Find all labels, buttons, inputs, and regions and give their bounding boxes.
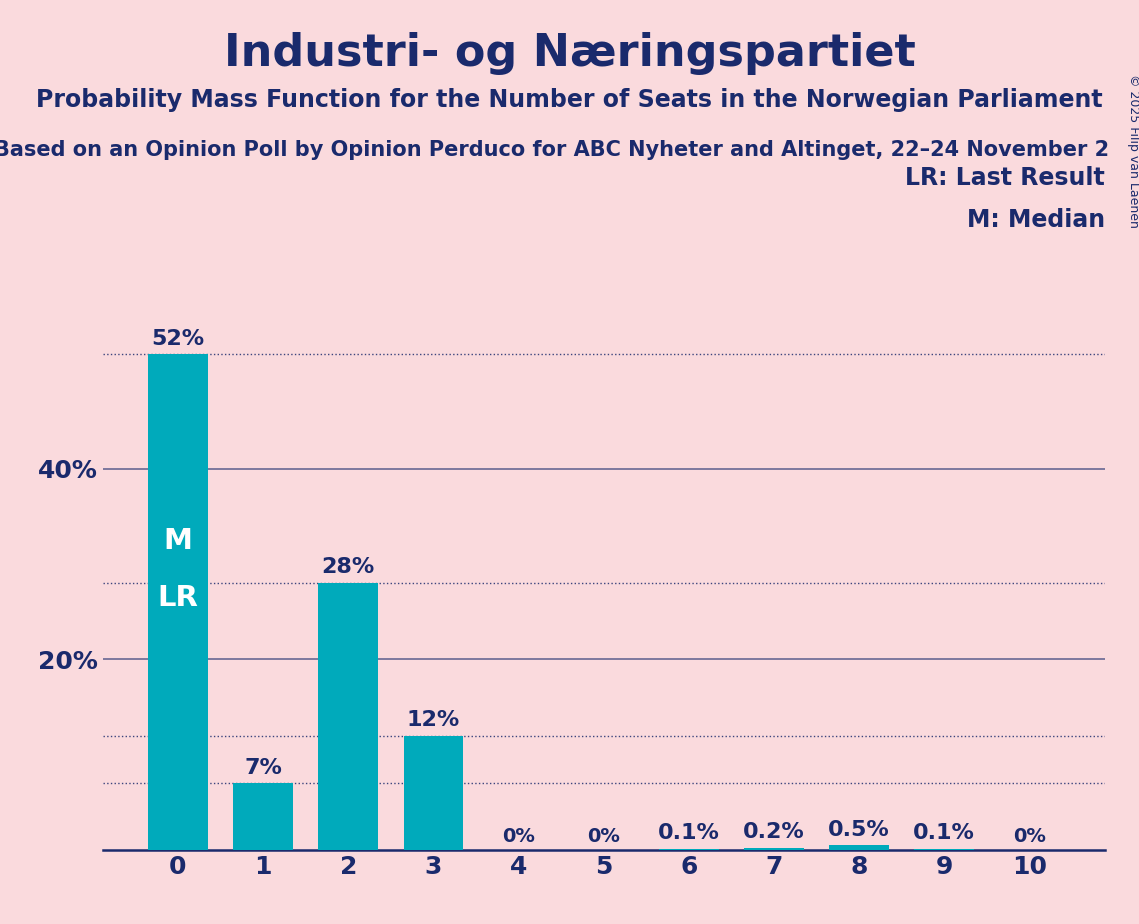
Bar [403, 736, 464, 850]
Text: M: M [163, 527, 192, 554]
Text: Industri- og Næringspartiet: Industri- og Næringspartiet [223, 32, 916, 76]
Text: 0.2%: 0.2% [743, 822, 805, 843]
Text: Based on an Opinion Poll by Opinion Perduco for ABC Nyheter and Altinget, 22–24 : Based on an Opinion Poll by Opinion Perd… [0, 140, 1109, 161]
Text: 0.5%: 0.5% [828, 820, 890, 840]
Text: 0.1%: 0.1% [913, 823, 975, 844]
Bar [915, 849, 974, 850]
Text: © 2025 Filip van Laenen: © 2025 Filip van Laenen [1126, 74, 1139, 228]
Text: 0%: 0% [502, 827, 535, 846]
Text: 0.1%: 0.1% [658, 823, 720, 844]
Text: 0%: 0% [1013, 827, 1046, 846]
Bar [744, 848, 804, 850]
Text: Probability Mass Function for the Number of Seats in the Norwegian Parliament: Probability Mass Function for the Number… [36, 88, 1103, 112]
Text: 52%: 52% [151, 329, 204, 348]
Text: 28%: 28% [321, 557, 375, 578]
Bar [659, 849, 719, 850]
Text: 7%: 7% [244, 758, 282, 778]
Bar [319, 583, 378, 850]
Text: LR: Last Result: LR: Last Result [906, 166, 1105, 190]
Text: 0%: 0% [588, 827, 620, 846]
Bar [233, 784, 293, 850]
Text: LR: LR [157, 584, 198, 612]
Text: M: Median: M: Median [967, 208, 1105, 232]
Bar [148, 354, 207, 850]
Text: 12%: 12% [407, 710, 460, 730]
Bar [829, 845, 888, 850]
